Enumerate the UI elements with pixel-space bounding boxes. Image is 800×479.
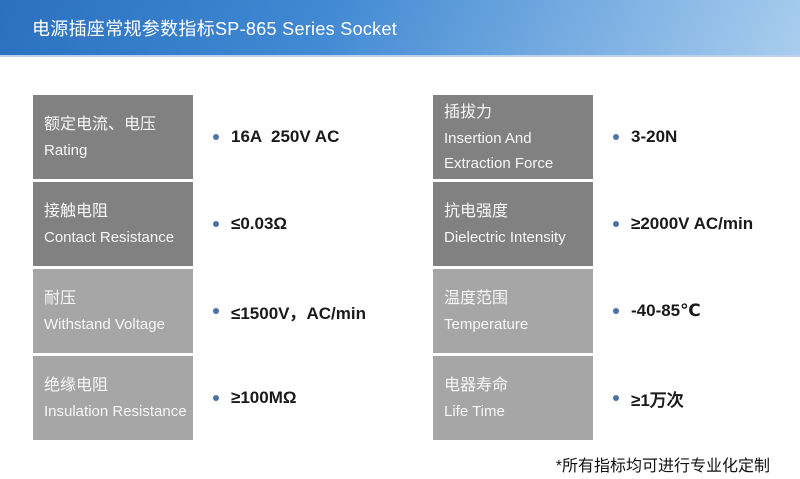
spec-value: ≥1万次 [631,390,684,410]
page-title: 电源插座常规参数指标SP-865 Series Socket [32,18,398,39]
spec-label-en: Temperature [444,316,529,333]
bullet-icon [213,134,219,140]
bullet-icon [213,395,219,401]
spec-value-cell: ≥1万次 [613,356,800,440]
spec-value-cell: ≤0.03Ω [213,182,400,266]
spec-label-en: Insulation Resistance [44,403,187,420]
spec-value: ≥2000V AC/min [631,214,754,233]
spec-column-right: 插拔力 Insertion And Extraction Force 3-20N… [400,95,800,443]
spec-row-rating: 额定电流、电压 Rating 16A 250V AC [33,95,400,179]
bullet-icon [213,308,219,314]
spec-value: 16A 250V AC [231,127,340,146]
spec-label-zh: 温度范围 [444,290,509,307]
spec-label-zh: 插拔力 [444,103,493,121]
bullet-icon [613,134,619,140]
spec-row-life-time: 电器寿命 Life Time ≥1万次 [433,356,800,440]
spec-value: 3-20N [631,127,678,146]
spec-value-cell: 16A 250V AC [213,95,400,179]
spec-grid: 额定电流、电压 Rating 16A 250V AC 接触电阻 Contact … [0,95,800,443]
spec-value: -40-85℃ [631,301,701,320]
spec-label-zh: 接触电阻 [44,203,109,220]
spec-label-box: 耐压 Withstand Voltage [33,269,193,353]
spec-label-zh: 绝缘电阻 [44,377,109,394]
spec-label-en: Withstand Voltage [44,316,165,333]
spec-label-en: Rating [44,142,88,159]
spec-label-zh: 耐压 [44,290,77,307]
spec-label-box: 插拔力 Insertion And Extraction Force [433,95,593,179]
spec-value-cell: ≥100MΩ [213,356,400,440]
spec-label-box: 接触电阻 Contact Resistance [33,182,193,266]
spec-label-box: 额定电流、电压 Rating [33,95,193,179]
spec-label-en: Insertion And Extraction Force [444,129,554,172]
spec-value-cell: -40-85℃ [613,269,800,353]
spec-row-withstand-voltage: 耐压 Withstand Voltage ≤1500V，AC/min [33,269,400,353]
spec-row-temperature: 温度范围 Temperature -40-85℃ [433,269,800,353]
spec-value: ≥100MΩ [231,388,297,407]
spec-value-cell: 3-20N [613,95,800,179]
spec-row-dielectric-intensity: 抗电强度 Dielectric Intensity ≥2000V AC/min [433,182,800,266]
spec-value: ≤0.03Ω [231,214,288,233]
spec-label-box: 温度范围 Temperature [433,269,593,353]
spec-label-zh: 额定电流、电压 [44,116,157,133]
spec-label-box: 抗电强度 Dielectric Intensity [433,182,593,266]
title-banner: 电源插座常规参数指标SP-865 Series Socket [0,0,800,57]
spec-value: ≤1500V，AC/min [231,303,366,323]
spec-value-cell: ≥2000V AC/min [613,182,800,266]
bullet-icon [613,221,619,227]
spec-label-zh: 抗电强度 [444,203,509,220]
spec-label-box: 绝缘电阻 Insulation Resistance [33,356,193,440]
bullet-icon [613,308,619,314]
bullet-icon [613,395,619,401]
spec-label-en: Dielectric Intensity [444,229,566,246]
spec-row-insertion-force: 插拔力 Insertion And Extraction Force 3-20N [433,95,800,179]
spec-label-zh: 电器寿命 [444,377,509,394]
spec-value-cell: ≤1500V，AC/min [213,269,400,353]
spec-label-en: Contact Resistance [44,229,175,246]
customization-footnote: *所有指标均可进行专业化定制 [555,458,770,475]
spec-label-en: Life Time [444,403,505,420]
spec-row-contact-resistance: 接触电阻 Contact Resistance ≤0.03Ω [33,182,400,266]
spec-label-box: 电器寿命 Life Time [433,356,593,440]
spec-column-left: 额定电流、电压 Rating 16A 250V AC 接触电阻 Contact … [0,95,400,443]
bullet-icon [213,221,219,227]
spec-row-insulation-resistance: 绝缘电阻 Insulation Resistance ≥100MΩ [33,356,400,440]
